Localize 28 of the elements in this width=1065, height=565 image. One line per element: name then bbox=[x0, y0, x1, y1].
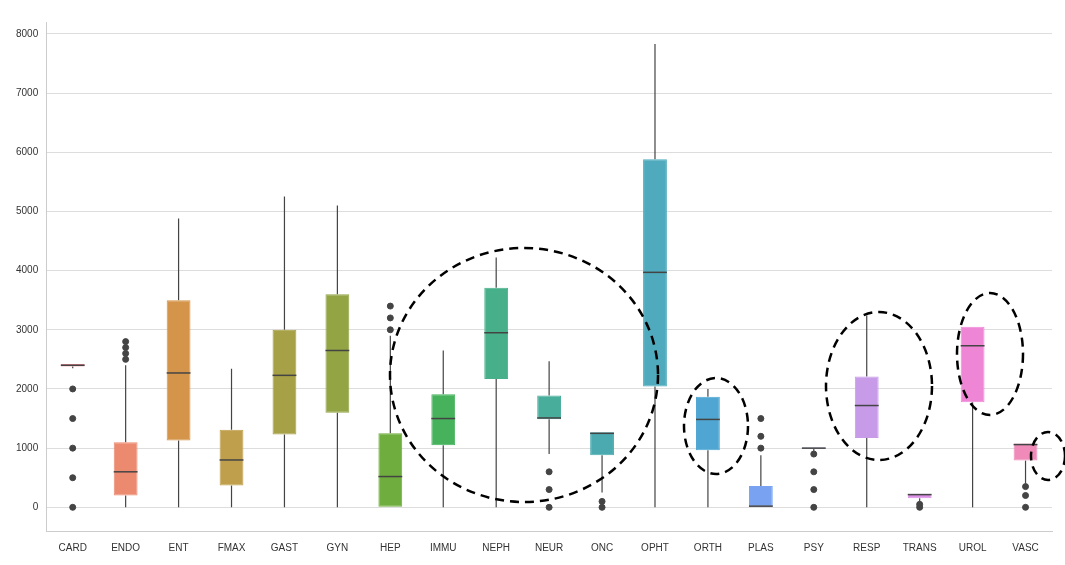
x-tick-label: OPHT bbox=[641, 541, 669, 553]
x-tick-label: IMMU bbox=[429, 541, 457, 553]
x-tick-label: ENT bbox=[168, 541, 189, 553]
y-tick-label: 1000 bbox=[16, 441, 39, 453]
y-tick-label: 7000 bbox=[16, 86, 39, 98]
x-tick-label: GAST bbox=[270, 541, 299, 553]
y-tick-label: 6000 bbox=[16, 145, 39, 157]
x-tick-label: FMAX bbox=[217, 541, 246, 553]
y-tick-label: 0 bbox=[32, 501, 39, 513]
x-tick-label: PSY bbox=[803, 541, 825, 553]
x-tick-label: RESP bbox=[853, 541, 881, 553]
x-tick-label: ORTH bbox=[693, 541, 722, 553]
x-tick-label: TRANS bbox=[902, 541, 937, 553]
x-tick-label: CARD bbox=[58, 541, 87, 553]
x-tick-label: ONC bbox=[590, 541, 614, 553]
y-tick-label: 4000 bbox=[16, 264, 39, 276]
y-tick-label: 2000 bbox=[16, 382, 39, 394]
x-tick-label: VASC bbox=[1012, 541, 1039, 553]
x-tick-label: HEP bbox=[380, 541, 401, 553]
x-tick-label: UROL bbox=[958, 541, 987, 553]
x-tick-label: NEPH bbox=[482, 541, 511, 553]
x-tick-label: PLAS bbox=[748, 541, 774, 553]
y-tick-label: 8000 bbox=[16, 27, 39, 39]
x-tick-label: GYN bbox=[326, 541, 349, 553]
y-tick-label: 3000 bbox=[16, 323, 39, 335]
y-tick-label: 5000 bbox=[16, 205, 39, 217]
x-tick-label: NEUR bbox=[534, 541, 564, 553]
x-tick-label: ENDO bbox=[111, 541, 141, 553]
